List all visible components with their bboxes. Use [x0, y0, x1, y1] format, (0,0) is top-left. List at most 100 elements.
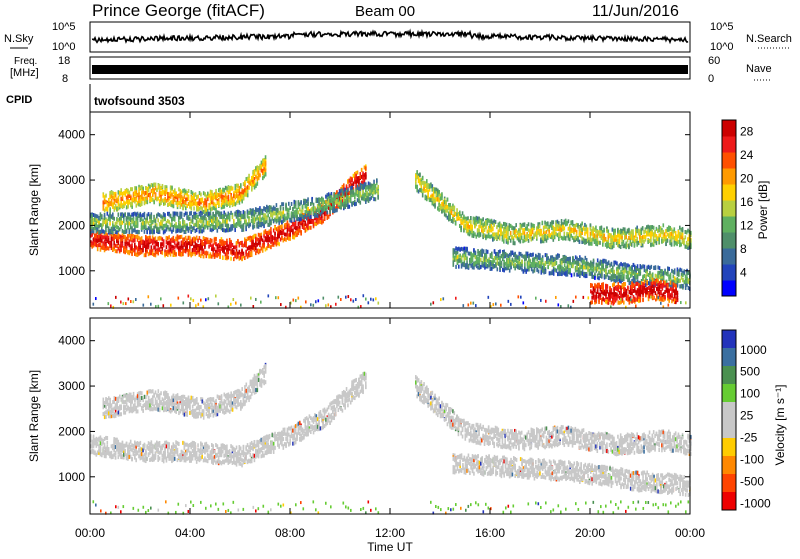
heatmap-cell [196, 243, 198, 247]
heatmap-cell [228, 197, 230, 201]
heatmap-cell [498, 223, 500, 227]
heatmap-cell [300, 232, 302, 236]
heatmap-cell [244, 237, 246, 241]
heatmap-cell [544, 234, 546, 238]
heatmap-cell [458, 215, 460, 219]
heatmap-cell [211, 219, 213, 223]
heatmap-cell [155, 251, 157, 255]
heatmap-cell [112, 191, 114, 195]
heatmap-cell [200, 193, 202, 197]
heatmap-cell [163, 190, 165, 194]
heatmap-cell [159, 213, 161, 217]
heatmap-cell [276, 227, 278, 231]
heatmap-cell [232, 197, 234, 201]
heatmap-cell [206, 212, 208, 216]
heatmap-cell [202, 197, 204, 201]
heatmap-cell [302, 214, 304, 218]
heatmap-cell [163, 198, 165, 202]
heatmap-cell [517, 230, 519, 234]
heatmap-cell [441, 192, 443, 196]
heatmap-cell [250, 223, 252, 227]
heatmap-cell [168, 244, 170, 248]
heatmap-cell [642, 227, 644, 231]
heatmap-cell [638, 232, 640, 236]
heatmap-cell [137, 250, 139, 254]
heatmap-cell [278, 232, 280, 236]
heatmap-cell [186, 246, 188, 250]
heatmap-cell [269, 231, 271, 235]
heatmap-cell [222, 188, 224, 192]
heatmap-cell [686, 241, 688, 245]
heatmap-cell [94, 217, 96, 221]
heatmap-cell [480, 221, 482, 225]
heatmap-cell [300, 210, 302, 214]
heatmap-cell [214, 247, 216, 251]
heatmap-cell [123, 200, 125, 204]
heatmap-cell [251, 182, 253, 186]
heatmap-cell [156, 250, 158, 254]
heatmap-cell [280, 230, 282, 234]
heatmap-cell [230, 186, 232, 190]
heatmap-cell [675, 241, 677, 245]
heatmap-cell [520, 229, 522, 233]
heatmap-cell [306, 223, 308, 227]
heatmap-cell [126, 190, 128, 194]
heatmap-cell [462, 218, 464, 222]
heatmap-cell [612, 245, 614, 249]
heatmap-cell [201, 224, 203, 228]
heatmap-cell [460, 219, 462, 223]
heatmap-cell [157, 237, 159, 241]
heatmap-cell [229, 214, 231, 218]
heatmap-cell [111, 214, 113, 218]
heatmap-cell [263, 160, 265, 164]
heatmap-cell [226, 228, 228, 232]
heatmap-cell [493, 237, 495, 241]
heatmap-cell [461, 247, 463, 251]
heatmap-cell [164, 252, 166, 256]
heatmap-cell [236, 201, 238, 205]
heatmap-cell [142, 248, 144, 252]
heatmap-cell [432, 201, 434, 205]
heatmap-cell [486, 263, 488, 267]
heatmap-cell [362, 190, 364, 194]
heatmap-cell [365, 182, 367, 186]
nave-tick-bottom: 0 [708, 73, 714, 85]
heatmap-cell [465, 226, 467, 230]
heatmap-cell [138, 187, 140, 191]
heatmap-cell [234, 228, 236, 232]
heatmap-cell [221, 195, 223, 199]
date-label: 11/Jun/2016 [592, 3, 679, 20]
heatmap-cell [623, 231, 625, 235]
heatmap-cell [247, 190, 249, 194]
heatmap-cell [497, 267, 499, 271]
heatmap-cell [107, 202, 109, 206]
heatmap-cell [296, 215, 298, 219]
heatmap-cell [192, 202, 194, 206]
heatmap-cell [645, 235, 647, 239]
heatmap-cell [581, 228, 583, 232]
heatmap-cell [237, 189, 239, 193]
heatmap-cell [346, 200, 348, 204]
heatmap-cell [369, 197, 371, 201]
heatmap-cell [97, 244, 99, 248]
heatmap-cell [133, 228, 135, 232]
heatmap-cell [274, 236, 276, 240]
heatmap-cell [181, 244, 183, 248]
heatmap-cell [213, 201, 215, 205]
heatmap-cell [627, 230, 629, 234]
heatmap-cell [190, 225, 192, 229]
heatmap-cell [244, 215, 246, 219]
heatmap-cell [170, 227, 172, 231]
heatmap-cell [332, 209, 334, 213]
heatmap-cell [93, 218, 95, 222]
heatmap-cell [124, 250, 126, 254]
heatmap-cell [459, 224, 461, 228]
heatmap-cell [652, 225, 654, 229]
heatmap-cell [476, 255, 478, 259]
heatmap-cell [321, 221, 323, 225]
heatmap-cell [488, 219, 490, 223]
heatmap-cell [653, 226, 655, 230]
heatmap-cell [255, 251, 257, 255]
heatmap-cell [149, 214, 151, 218]
heatmap-cell [235, 184, 237, 188]
